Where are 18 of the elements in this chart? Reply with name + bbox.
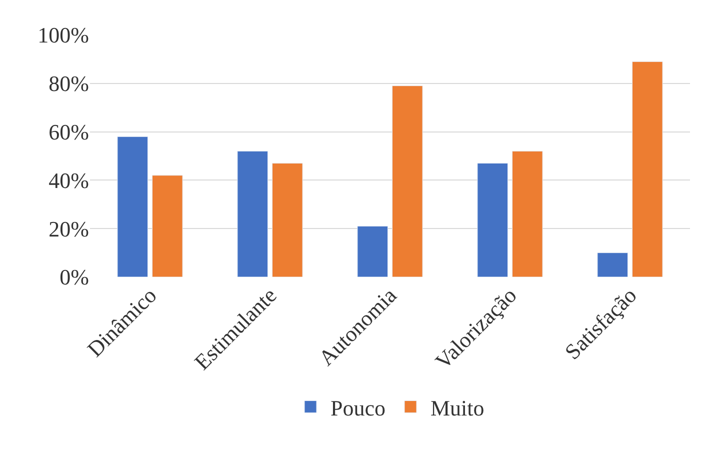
y-tick-label: 40%	[48, 168, 89, 193]
bar	[237, 150, 268, 277]
y-tick-label: 60%	[48, 120, 89, 144]
legend-label: Pouco	[330, 395, 386, 420]
y-tick-label: 80%	[48, 71, 89, 96]
bar	[357, 226, 388, 277]
bar	[272, 163, 303, 277]
y-tick-label: 100%	[38, 22, 89, 48]
bar	[477, 163, 508, 277]
y-tick-label: 20%	[48, 216, 89, 242]
bar	[152, 175, 183, 277]
bar	[392, 86, 423, 277]
y-tick-label: 0%	[60, 264, 89, 290]
legend-label: Muito	[430, 395, 484, 420]
bar	[597, 252, 628, 277]
bar	[632, 61, 663, 277]
bar	[512, 150, 543, 277]
bar	[117, 136, 148, 277]
